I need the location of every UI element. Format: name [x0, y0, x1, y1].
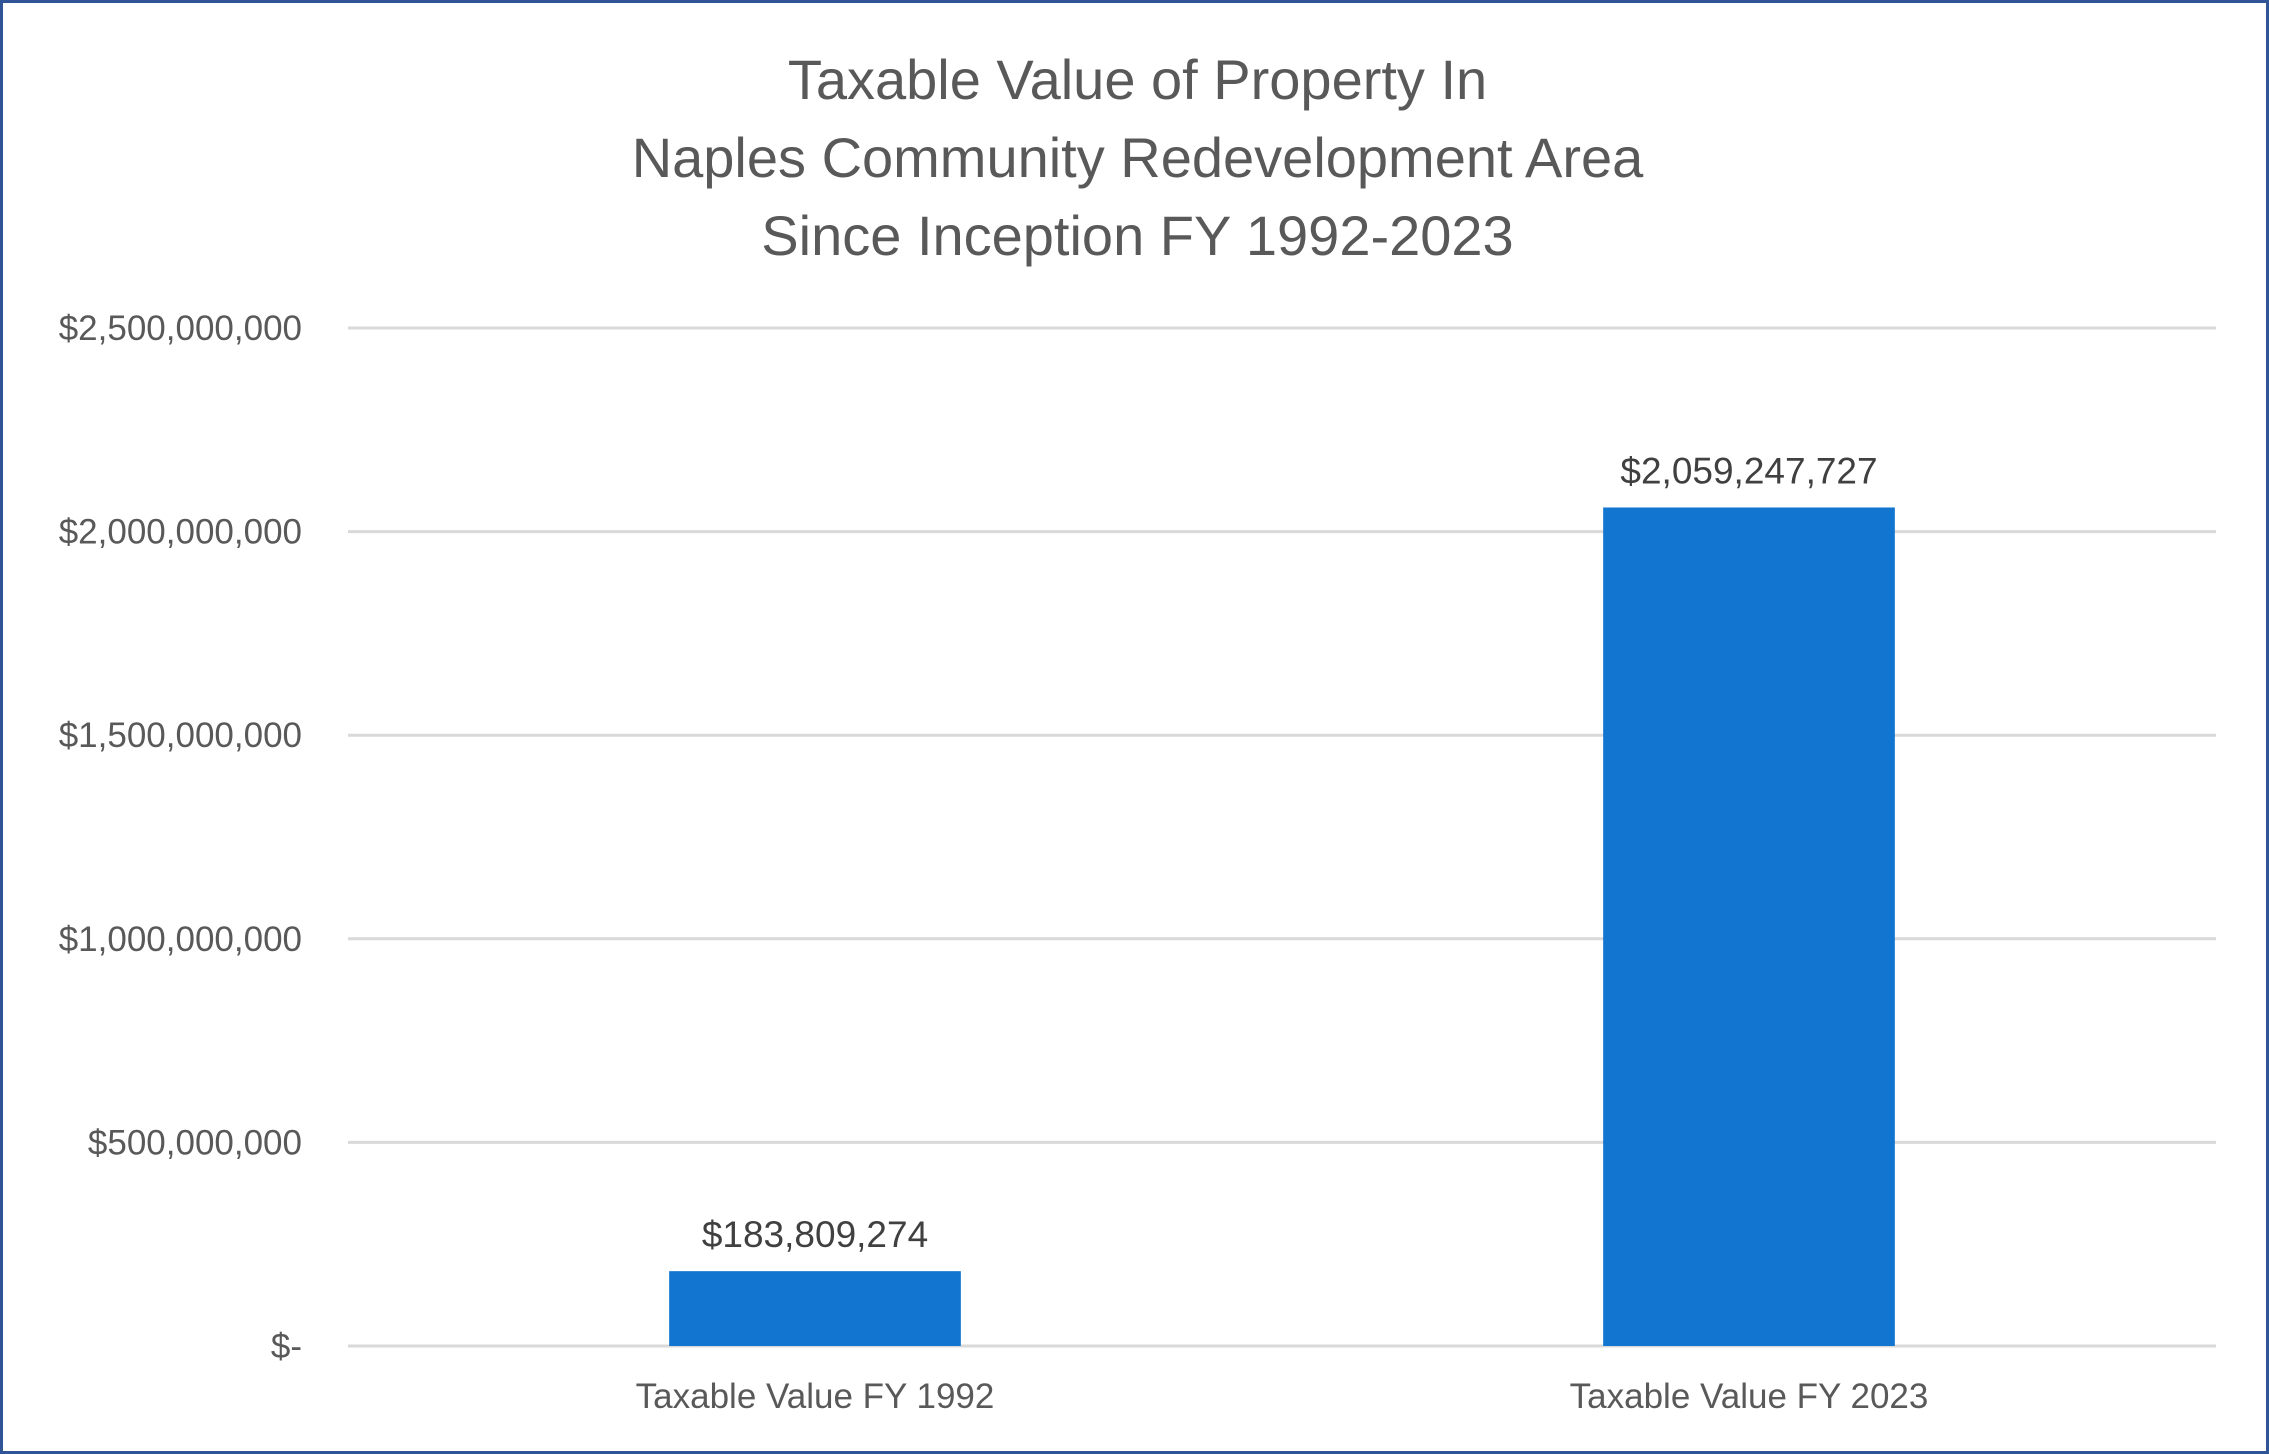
chart-title-line-2: Naples Community Redevelopment Area: [631, 126, 1644, 189]
x-tick-label: Taxable Value FY 1992: [636, 1377, 995, 1416]
bar: [669, 1271, 961, 1346]
y-axis-tick-labels: $- $500,000,000 $1,000,000,000 $1,500,000,0…: [59, 309, 302, 1366]
y-tick-label: $1,500,000,000: [59, 716, 302, 755]
bar: [1603, 507, 1895, 1346]
data-label: $2,059,247,727: [1620, 450, 1877, 491]
x-tick-label: Taxable Value FY 2023: [1570, 1377, 1929, 1416]
chart-title-line-3: Since Inception FY 1992-2023: [761, 204, 1514, 267]
gridlines: [348, 326, 2216, 1348]
chart-title-line-1: Taxable Value of Property In: [787, 48, 1488, 111]
data-labels: $183,809,274 $2,059,247,727: [702, 450, 1878, 1255]
chart-title: Taxable Value of Property In Naples Comm…: [3, 41, 2269, 275]
bars: [669, 507, 1895, 1346]
y-tick-label: $2,000,000,000: [59, 513, 302, 552]
y-tick-label: $500,000,000: [88, 1123, 302, 1162]
y-tick-label: $2,500,000,000: [59, 309, 302, 348]
y-tick-label: $1,000,000,000: [59, 920, 302, 959]
y-tick-label: $-: [271, 1327, 302, 1366]
data-label: $183,809,274: [702, 1214, 928, 1255]
x-axis-tick-labels: Taxable Value FY 1992 Taxable Value FY 20…: [636, 1377, 1929, 1416]
